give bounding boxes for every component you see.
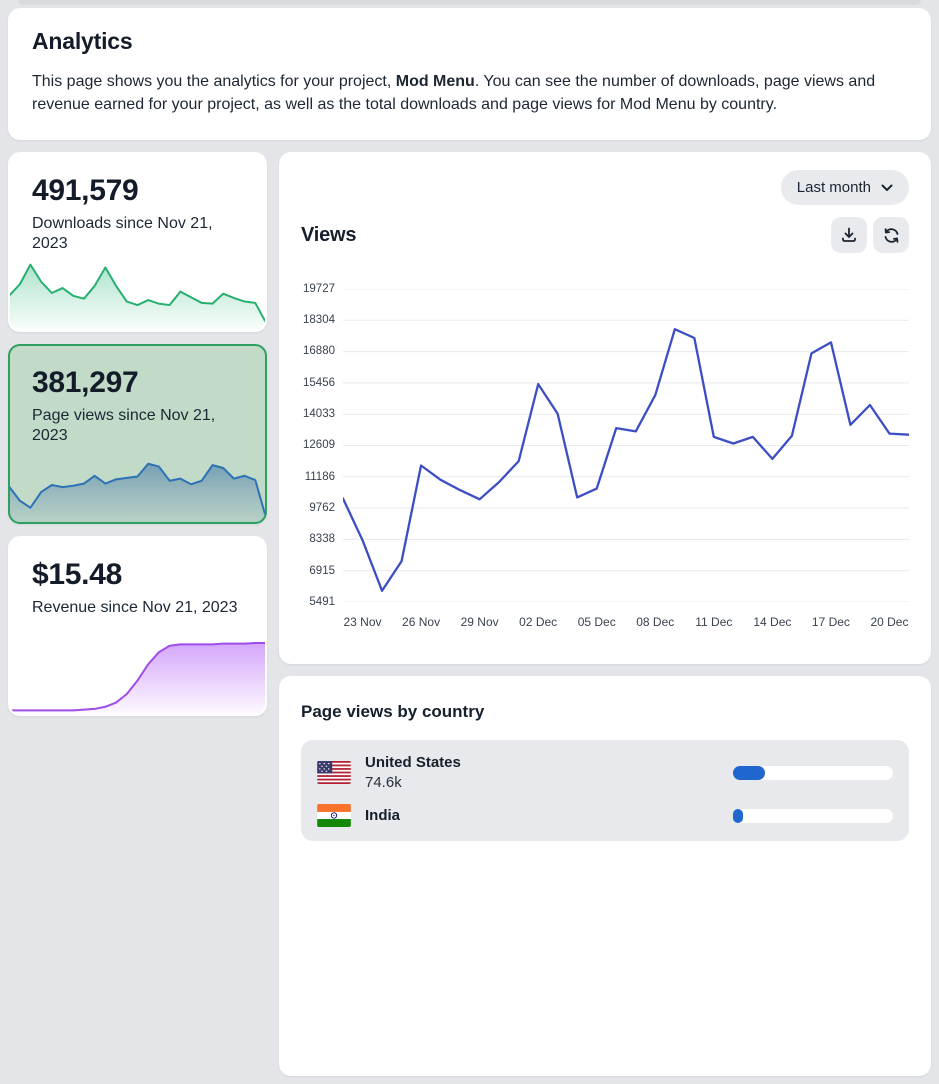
date-range-label: Last month: [796, 179, 871, 197]
country-row-united-states: United States 74.6k: [317, 754, 893, 791]
x-axis-tick: 20 Dec: [870, 615, 909, 630]
x-axis-tick: 23 Nov: [343, 615, 382, 630]
x-axis-tick: 11 Dec: [695, 615, 733, 630]
revenue-sparkline: [10, 639, 265, 715]
y-axis-tick: 6915: [309, 564, 335, 577]
country-name: United States: [365, 754, 461, 772]
revenue-label: Revenue since Nov 21, 2023: [32, 599, 238, 617]
previous-card-bottom-edge: [18, 0, 921, 5]
country-views-bar: [733, 765, 893, 780]
x-axis-tick: 17 Dec: [811, 615, 850, 630]
x-axis-tick: 26 Nov: [402, 615, 441, 630]
y-axis-tick: 11186: [304, 470, 335, 483]
country-views-bar: [733, 808, 893, 823]
main-column: Last month Views: [279, 152, 931, 1077]
country-page-views: 74.6k: [365, 774, 402, 792]
x-axis-tick: 08 Dec: [636, 615, 675, 630]
description-prefix: This page shows you the analytics for yo…: [32, 73, 396, 90]
y-axis-tick: 8338: [309, 533, 335, 546]
project-name: Mod Menu: [395, 73, 475, 90]
united-states-flag-icon: [317, 761, 351, 785]
country-list: United States 74.6k: [301, 740, 909, 842]
y-axis-tick: 16880: [303, 345, 335, 358]
date-range-select[interactable]: Last month: [780, 170, 909, 206]
y-axis-tick: 14033: [303, 408, 335, 421]
y-axis-tick: 19727: [303, 282, 335, 295]
country-card-title: Page views by country: [301, 702, 485, 722]
chevron-down-icon: [881, 184, 893, 191]
chart-y-axis: 5491 6915 8338 9762 11186 12609 14033 15456 1688…: [301, 283, 343, 608]
page-views-value: 381,297: [32, 366, 139, 400]
x-axis-tick: 02 Dec: [519, 615, 558, 630]
country-views-bar-fill: [733, 765, 765, 780]
x-axis-tick: 29 Nov: [460, 615, 499, 630]
description-suffix: . You can see the number of downloads, p…: [32, 73, 876, 114]
page-title: Analytics: [32, 28, 133, 54]
downloads-sparkline: [10, 255, 265, 331]
header-card: Analytics This page shows you the analyt…: [8, 8, 931, 141]
refresh-icon: [884, 228, 898, 243]
revenue-stat-card[interactable]: $15.48 Revenue since Nov 21, 2023: [8, 536, 267, 717]
y-axis-tick: 12609: [303, 439, 335, 452]
y-axis-tick: 9762: [309, 501, 335, 514]
chart-x-axis: 23 Nov 26 Nov 29 Nov 02 Dec 05 Dec 08 Dec 11 D…: [343, 611, 909, 635]
country-views-card: Page views by country: [279, 676, 931, 1077]
x-axis-tick: 05 Dec: [577, 615, 616, 630]
stats-column: 491,579 Downloads since Nov 21, 2023 381…: [8, 152, 267, 717]
views-line-chart: 5491 6915 8338 9762 11186 12609 14033 15456 1688…: [301, 283, 909, 635]
download-chart-button[interactable]: [831, 217, 867, 254]
page-views-stat-card[interactable]: 381,297 Page views since Nov 21, 2023: [8, 344, 267, 525]
y-axis-tick: 5491: [309, 595, 335, 608]
download-icon: [842, 227, 856, 243]
chart-title: Views: [301, 223, 357, 246]
downloads-stat-card[interactable]: 491,579 Downloads since Nov 21, 2023: [8, 152, 267, 333]
page-views-label: Page views since Nov 21, 2023: [32, 407, 216, 445]
downloads-label: Downloads since Nov 21, 2023: [32, 215, 213, 253]
revenue-value: $15.48: [32, 558, 122, 592]
views-chart-card: Last month Views: [279, 152, 931, 665]
y-axis-tick: 18304: [303, 314, 335, 327]
india-flag-icon: [317, 804, 351, 828]
country-name: India: [365, 807, 401, 825]
page-description: This page shows you the analytics for yo…: [32, 70, 907, 116]
x-axis-tick: 14 Dec: [753, 615, 792, 630]
y-axis-tick: 15456: [303, 376, 335, 389]
page-views-sparkline: [10, 447, 265, 523]
country-views-bar-fill: [733, 808, 743, 823]
downloads-value: 491,579: [32, 174, 139, 208]
refresh-chart-button[interactable]: [873, 217, 909, 254]
country-row-india: India: [317, 804, 893, 828]
chart-plot-area: [343, 289, 909, 602]
